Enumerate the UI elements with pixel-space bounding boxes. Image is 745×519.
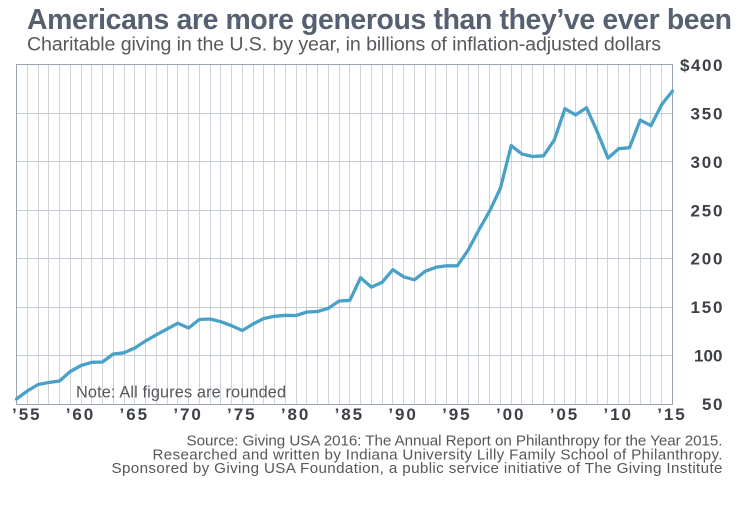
svg-text:250: 250	[691, 201, 723, 220]
svg-text:’60: ’60	[66, 405, 94, 424]
svg-text:Researched and written by Indi: Researched and written by Indiana Univer…	[153, 446, 723, 463]
svg-text:’10: ’10	[603, 405, 631, 424]
svg-text:150: 150	[691, 298, 723, 317]
svg-text:350: 350	[691, 104, 723, 123]
svg-text:Americans are more generous th: Americans are more generous than they’ve…	[27, 4, 732, 36]
svg-text:200: 200	[691, 250, 723, 269]
svg-text:’75: ’75	[227, 405, 254, 424]
svg-text:Charitable giving in the U.S.: Charitable giving in the U.S. by year, i…	[27, 34, 661, 56]
svg-text:’70: ’70	[173, 405, 201, 424]
svg-text:Sponsored by Giving USA Founda: Sponsored by Giving USA Foundation, a pu…	[112, 460, 723, 477]
svg-text:’90: ’90	[388, 405, 416, 424]
svg-text:’95: ’95	[442, 405, 470, 424]
svg-text:’80: ’80	[281, 405, 309, 424]
svg-text:’55: ’55	[12, 405, 40, 424]
svg-text:’05: ’05	[550, 405, 578, 424]
svg-text:’00: ’00	[496, 405, 524, 424]
svg-text:Source: Giving USA 2016: The A: Source: Giving USA 2016: The Annual Repo…	[187, 432, 723, 449]
svg-text:50: 50	[702, 395, 723, 414]
svg-text:’85: ’85	[335, 405, 363, 424]
svg-text:Note: All figures are rounded: Note: All figures are rounded	[76, 384, 286, 402]
svg-text:300: 300	[691, 153, 723, 172]
svg-text:’65: ’65	[120, 405, 148, 424]
svg-text:’15: ’15	[657, 405, 685, 424]
svg-text:100: 100	[694, 347, 723, 366]
svg-text:$400: $400	[680, 56, 723, 75]
